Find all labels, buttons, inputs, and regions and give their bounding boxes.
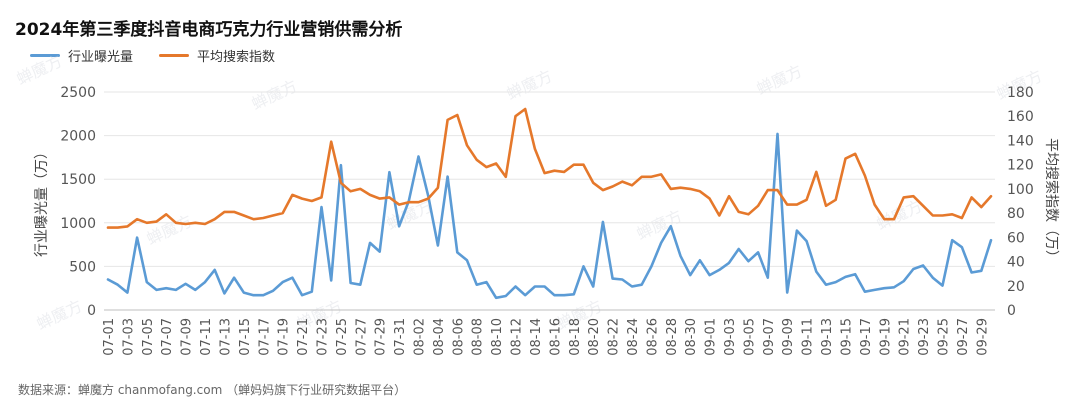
- x-tick-label: 07-11: [199, 318, 214, 356]
- x-tick-label: 09-19: [878, 318, 893, 356]
- x-tick-label: 08-20: [587, 318, 602, 356]
- x-tick-label: 07-23: [315, 318, 330, 356]
- x-tick-label: 08-28: [665, 318, 680, 356]
- x-tick-label: 08-10: [490, 318, 505, 356]
- x-tick-label: 07-01: [102, 318, 117, 356]
- x-tick-label: 09-05: [742, 318, 757, 356]
- x-tick-label: 09-25: [936, 318, 951, 356]
- chart-legend: 行业曝光量 平均搜索指数: [30, 46, 275, 65]
- y-right-tick-label: 40: [1007, 255, 1025, 271]
- y-left-tick-label: 1000: [60, 216, 96, 232]
- x-tick-label: 08-06: [451, 318, 466, 356]
- watermark: 蝉魔方: [34, 296, 86, 334]
- x-tick-label: 08-18: [568, 318, 583, 356]
- y-left-tick-label: 500: [69, 259, 96, 275]
- y-left-tick-label: 0: [87, 303, 96, 319]
- x-tick-label: 08-30: [684, 318, 699, 356]
- x-tick-label: 07-13: [218, 318, 233, 356]
- watermark: 蝉魔方: [634, 206, 686, 244]
- x-tick-label: 07-21: [296, 318, 311, 356]
- x-tick-label: 08-08: [471, 318, 486, 356]
- y-right-tick-label: 0: [1007, 303, 1016, 319]
- x-tick-label: 07-09: [180, 318, 195, 356]
- x-tick-label: 07-29: [374, 318, 389, 356]
- y-right-tick-label: 160: [1007, 109, 1034, 125]
- series-line-search-index: [106, 107, 993, 229]
- x-tick-label: 07-15: [238, 318, 253, 356]
- x-tick-label: 09-29: [975, 318, 990, 356]
- watermark: 蝉魔方: [754, 61, 806, 99]
- x-tick-label: 09-09: [781, 318, 796, 356]
- y-left-tick-label: 2500: [60, 85, 96, 101]
- watermark: 蝉魔方: [249, 76, 301, 114]
- x-tick-label: 09-15: [839, 318, 854, 356]
- legend-label-exposure: 行业曝光量: [68, 50, 134, 65]
- x-tick-label: 08-22: [607, 318, 622, 356]
- x-tick-label: 07-27: [354, 318, 369, 356]
- chart-title: 2024年第三季度抖音电商巧克力行业营销供需分析: [15, 20, 403, 40]
- x-tick-label: 07-19: [277, 318, 292, 356]
- y-right-tick-label: 140: [1007, 133, 1034, 149]
- y-left-axis-title: 行业曝光量（万）: [34, 145, 50, 257]
- x-tick-label: 09-17: [859, 318, 874, 356]
- legend-item-exposure: 行业曝光量: [30, 46, 133, 65]
- legend-swatch-exposure: [30, 54, 60, 57]
- x-tick-label: 09-03: [723, 318, 738, 356]
- data-source-note: 数据来源：蝉魔方 chanmofang.com （蝉妈妈旗下行业研究数据平台）: [18, 383, 407, 397]
- watermark: 蝉魔方: [14, 51, 66, 89]
- x-tick-label: 08-02: [413, 318, 428, 356]
- x-tick-label: 09-13: [820, 318, 835, 356]
- x-tick-label: 08-26: [645, 318, 660, 356]
- legend-swatch-search-index: [159, 54, 190, 57]
- x-tick-label: 08-24: [626, 318, 641, 356]
- x-tick-label: 09-27: [956, 318, 971, 356]
- x-tick-label: 08-12: [510, 318, 525, 356]
- x-tick-label: 08-16: [548, 318, 563, 356]
- x-tick-label: 07-17: [257, 318, 272, 356]
- x-tick-label: 08-14: [529, 318, 544, 356]
- y-right-axis-title: 平均搜索指数（万）: [1043, 138, 1060, 264]
- legend-item-search-index: 平均搜索指数: [159, 46, 275, 65]
- x-tick-label: 09-23: [917, 318, 932, 356]
- x-tick-label: 09-21: [898, 318, 913, 356]
- y-right-tick-label: 120: [1007, 158, 1034, 174]
- x-tick-label: 08-04: [432, 318, 447, 356]
- series-line-exposure: [106, 132, 993, 300]
- y-right-tick-label: 80: [1007, 206, 1025, 222]
- legend-label-search-index: 平均搜索指数: [197, 50, 276, 65]
- y-left-tick-label: 2000: [60, 129, 96, 145]
- x-tick-label: 07-31: [393, 318, 408, 356]
- x-tick-label: 07-07: [160, 318, 175, 356]
- x-tick-label: 07-03: [121, 318, 136, 356]
- y-right-tick-label: 100: [1007, 182, 1034, 198]
- y-right-tick-label: 60: [1007, 230, 1025, 246]
- y-right-tick-label: 180: [1007, 85, 1034, 101]
- y-right-tick-label: 20: [1007, 279, 1025, 295]
- x-tick-label: 09-11: [801, 318, 816, 356]
- x-tick-label: 09-01: [704, 318, 719, 356]
- watermark: 蝉魔方: [504, 66, 556, 104]
- x-tick-label: 07-25: [335, 318, 350, 356]
- x-tick-label: 09-07: [762, 318, 777, 356]
- y-left-tick-label: 1500: [60, 172, 96, 188]
- x-tick-label: 07-05: [141, 318, 156, 356]
